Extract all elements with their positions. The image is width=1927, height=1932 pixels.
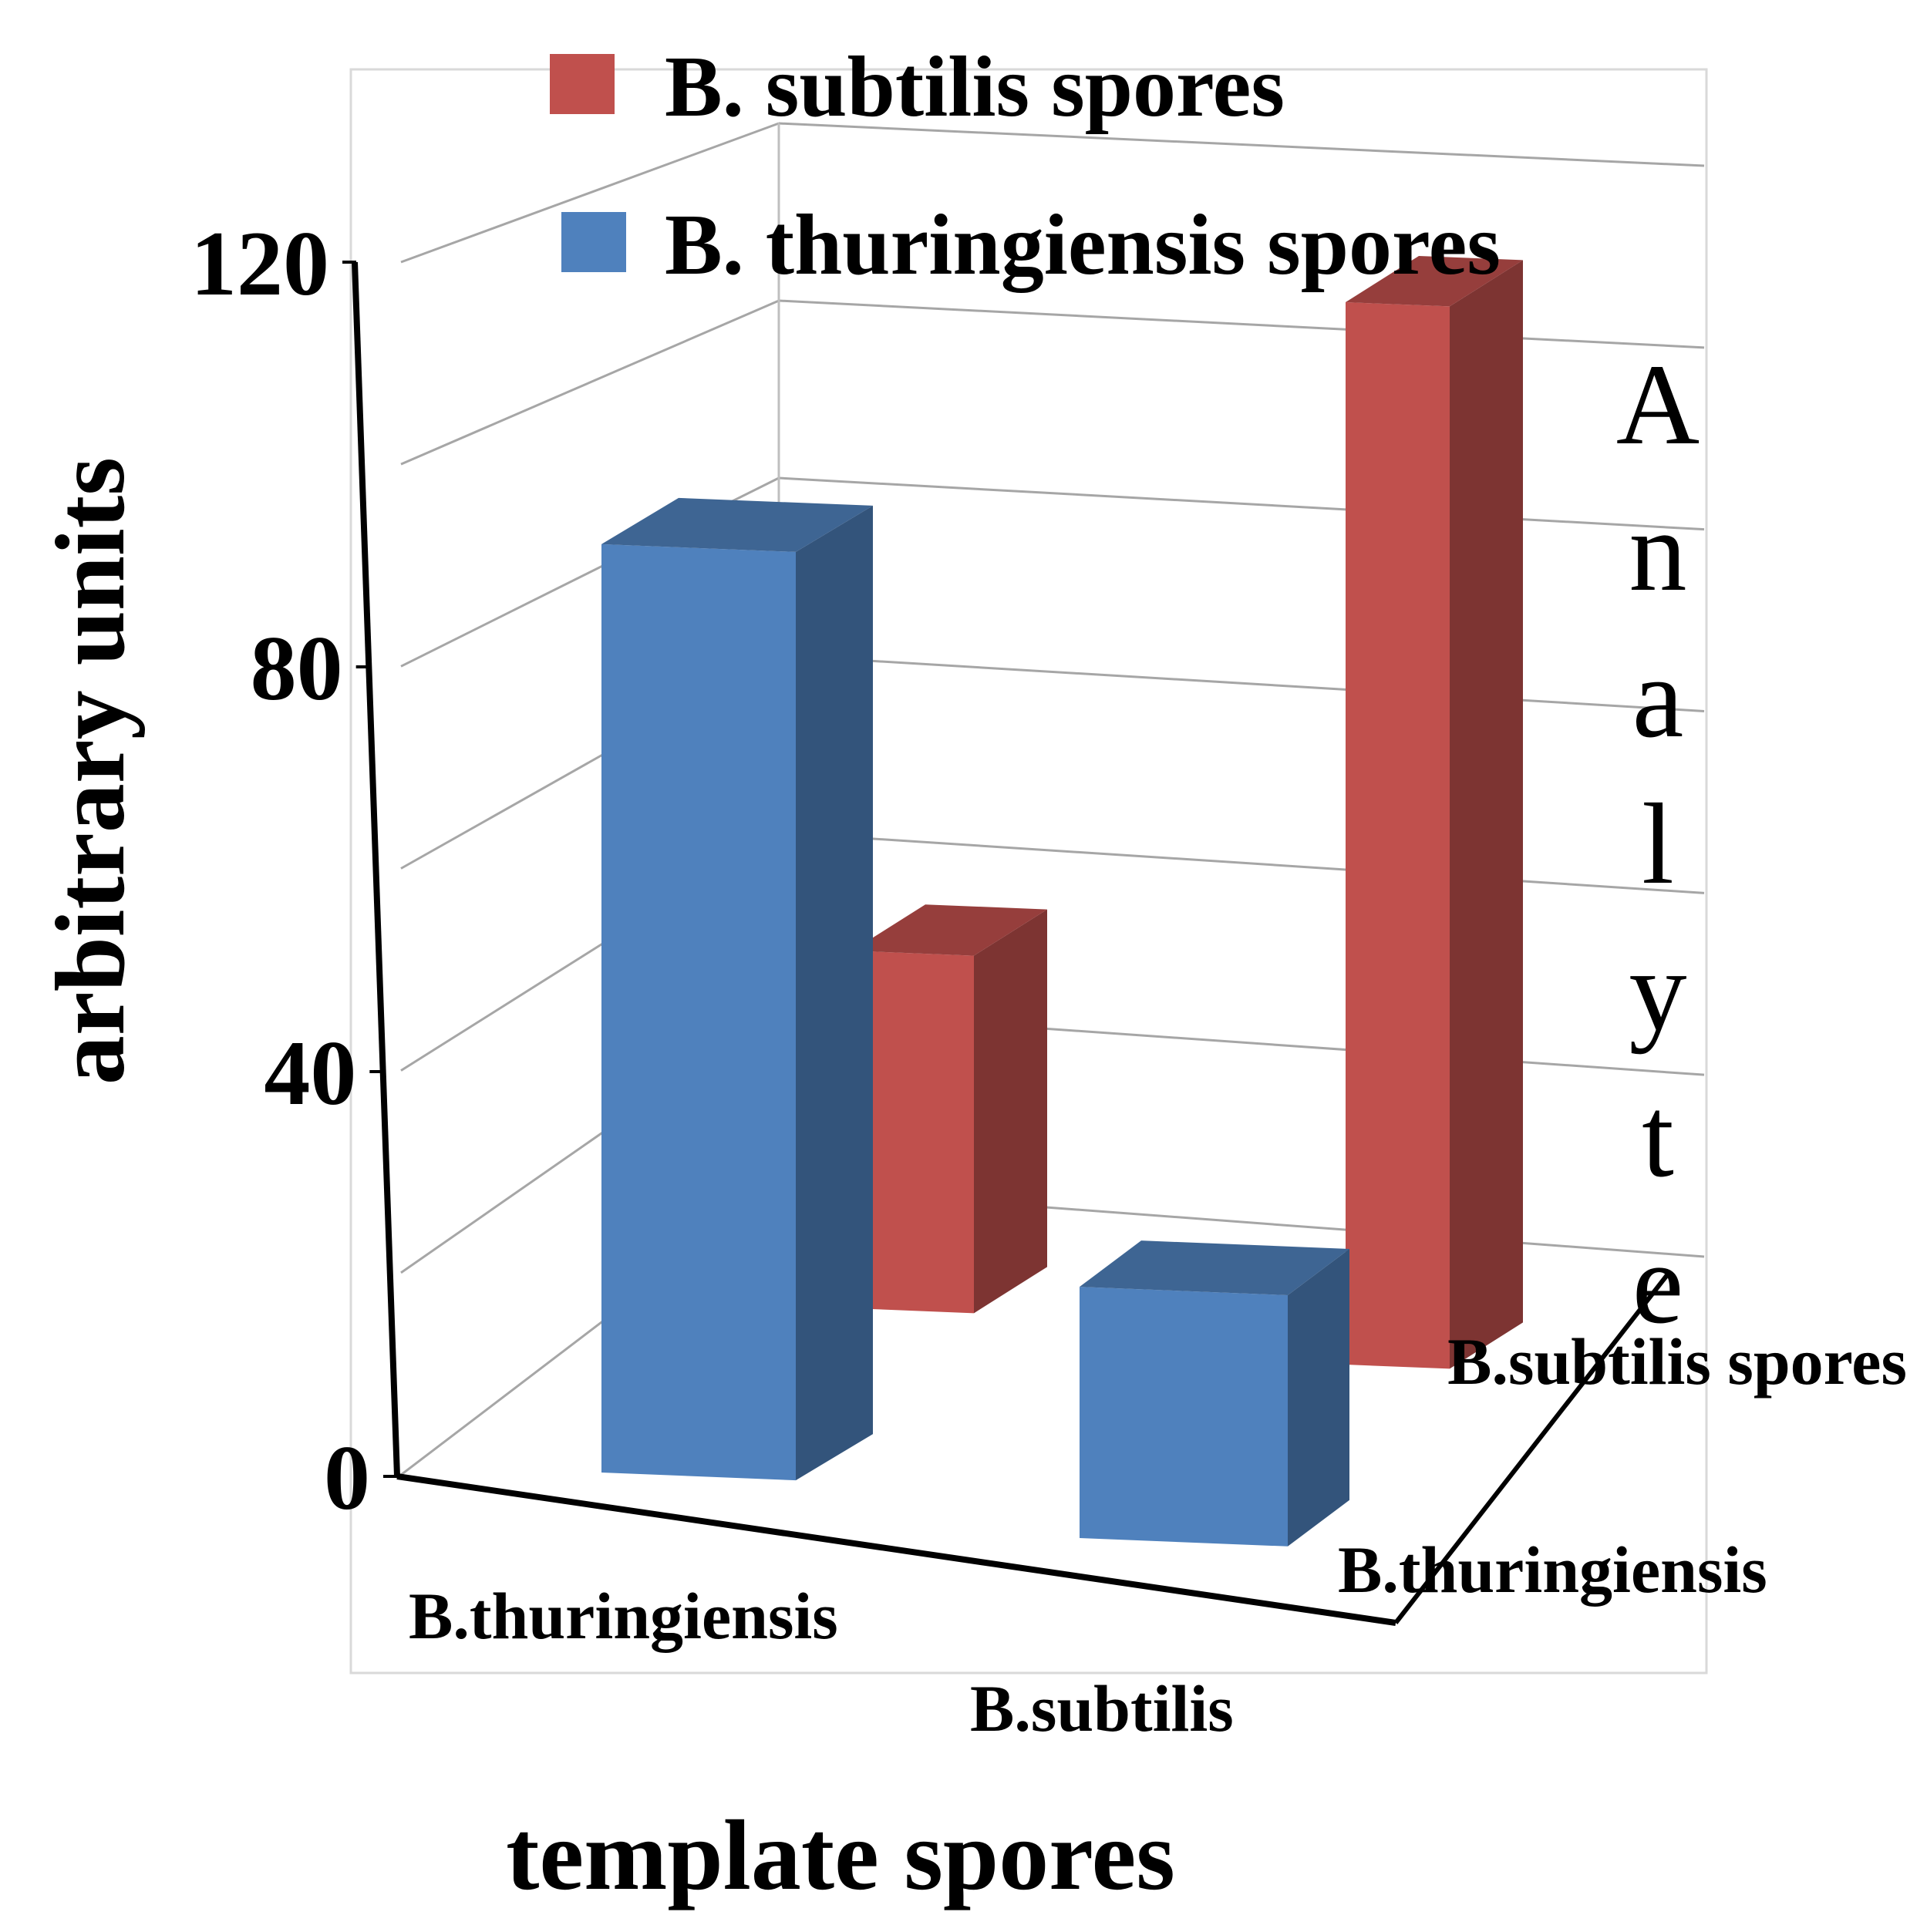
depth-axis-line bbox=[1393, 1271, 1672, 1624]
z-axis-title-letter: l bbox=[1642, 780, 1674, 908]
z-axis-title-letter: n bbox=[1629, 487, 1687, 615]
bar-side-face bbox=[796, 505, 873, 1481]
bar-front-face bbox=[852, 951, 974, 1314]
bar-front-face bbox=[1346, 302, 1450, 1369]
bar-front-face bbox=[1080, 1287, 1288, 1547]
bar bbox=[1346, 256, 1523, 1369]
z-axis-title-letter: t bbox=[1642, 1073, 1674, 1201]
legend-item: B. thuringiensis spores bbox=[561, 197, 1501, 293]
legend-item: B. subtilis spores bbox=[550, 39, 1285, 135]
x-axis-title: template spores bbox=[506, 1800, 1175, 1911]
plot-frame bbox=[349, 68, 1708, 1675]
bars-back-row bbox=[852, 256, 1523, 1369]
bar bbox=[852, 904, 1047, 1314]
gridline-side bbox=[400, 299, 780, 466]
y-tick-label: 120 bbox=[190, 212, 329, 315]
y-tick-label: 80 bbox=[251, 617, 343, 719]
bar bbox=[1080, 1240, 1349, 1547]
axes bbox=[352, 261, 1672, 1626]
z-axis-title-letter: a bbox=[1632, 634, 1684, 762]
legend-label: B. subtilis spores bbox=[665, 39, 1285, 135]
x-category-labels: B.thuringiensis B.subtilis bbox=[409, 1579, 1234, 1745]
gridline-back bbox=[778, 299, 1705, 349]
bar-top-face bbox=[601, 497, 873, 552]
legend: B. subtilis spores B. thuringiensis spor… bbox=[550, 39, 1501, 293]
gridline-side bbox=[400, 122, 780, 264]
bar-side-face bbox=[974, 909, 1047, 1314]
y-tick-label: 0 bbox=[324, 1426, 370, 1529]
bar-front-face bbox=[601, 544, 796, 1481]
x-axis-line bbox=[396, 1473, 1396, 1626]
bar-top-face bbox=[1346, 256, 1523, 307]
depth-category-label: B.thuringiensis bbox=[1338, 1533, 1767, 1607]
legend-swatch bbox=[550, 54, 615, 114]
bar-top-face bbox=[852, 904, 1047, 956]
legend-label: B. thuringiensis spores bbox=[665, 197, 1501, 293]
plot-area-border bbox=[349, 68, 1708, 1675]
gridline-back bbox=[778, 654, 1705, 712]
gridline-back bbox=[778, 831, 1705, 894]
z-axis-title-letter: y bbox=[1629, 927, 1687, 1055]
y-axis-line bbox=[352, 261, 400, 1477]
z-axis-title-letter: e bbox=[1632, 1220, 1684, 1348]
bars-front-row bbox=[601, 497, 1349, 1547]
bar-side-face bbox=[1288, 1248, 1349, 1547]
depth-category-labels: B.thuringiensis B.subtilis spores bbox=[1338, 1324, 1907, 1607]
depth-category-label: B.subtilis spores bbox=[1447, 1324, 1907, 1399]
x-category-label: B.thuringiensis bbox=[409, 1579, 838, 1653]
bar-top-face bbox=[1080, 1240, 1349, 1295]
z-axis-title-letter: A bbox=[1616, 341, 1700, 469]
legend-swatch bbox=[561, 212, 626, 272]
y-tick-label: 40 bbox=[264, 1022, 356, 1124]
bar bbox=[601, 497, 873, 1481]
gridline-back bbox=[778, 476, 1705, 531]
gridline-back bbox=[778, 122, 1705, 167]
bar-side-face bbox=[1450, 260, 1523, 1369]
y-axis-title: arbitrary units bbox=[35, 457, 145, 1085]
x-category-label: B.subtilis bbox=[970, 1671, 1234, 1745]
y-tick-labels: 0 40 80 120 bbox=[190, 212, 397, 1529]
